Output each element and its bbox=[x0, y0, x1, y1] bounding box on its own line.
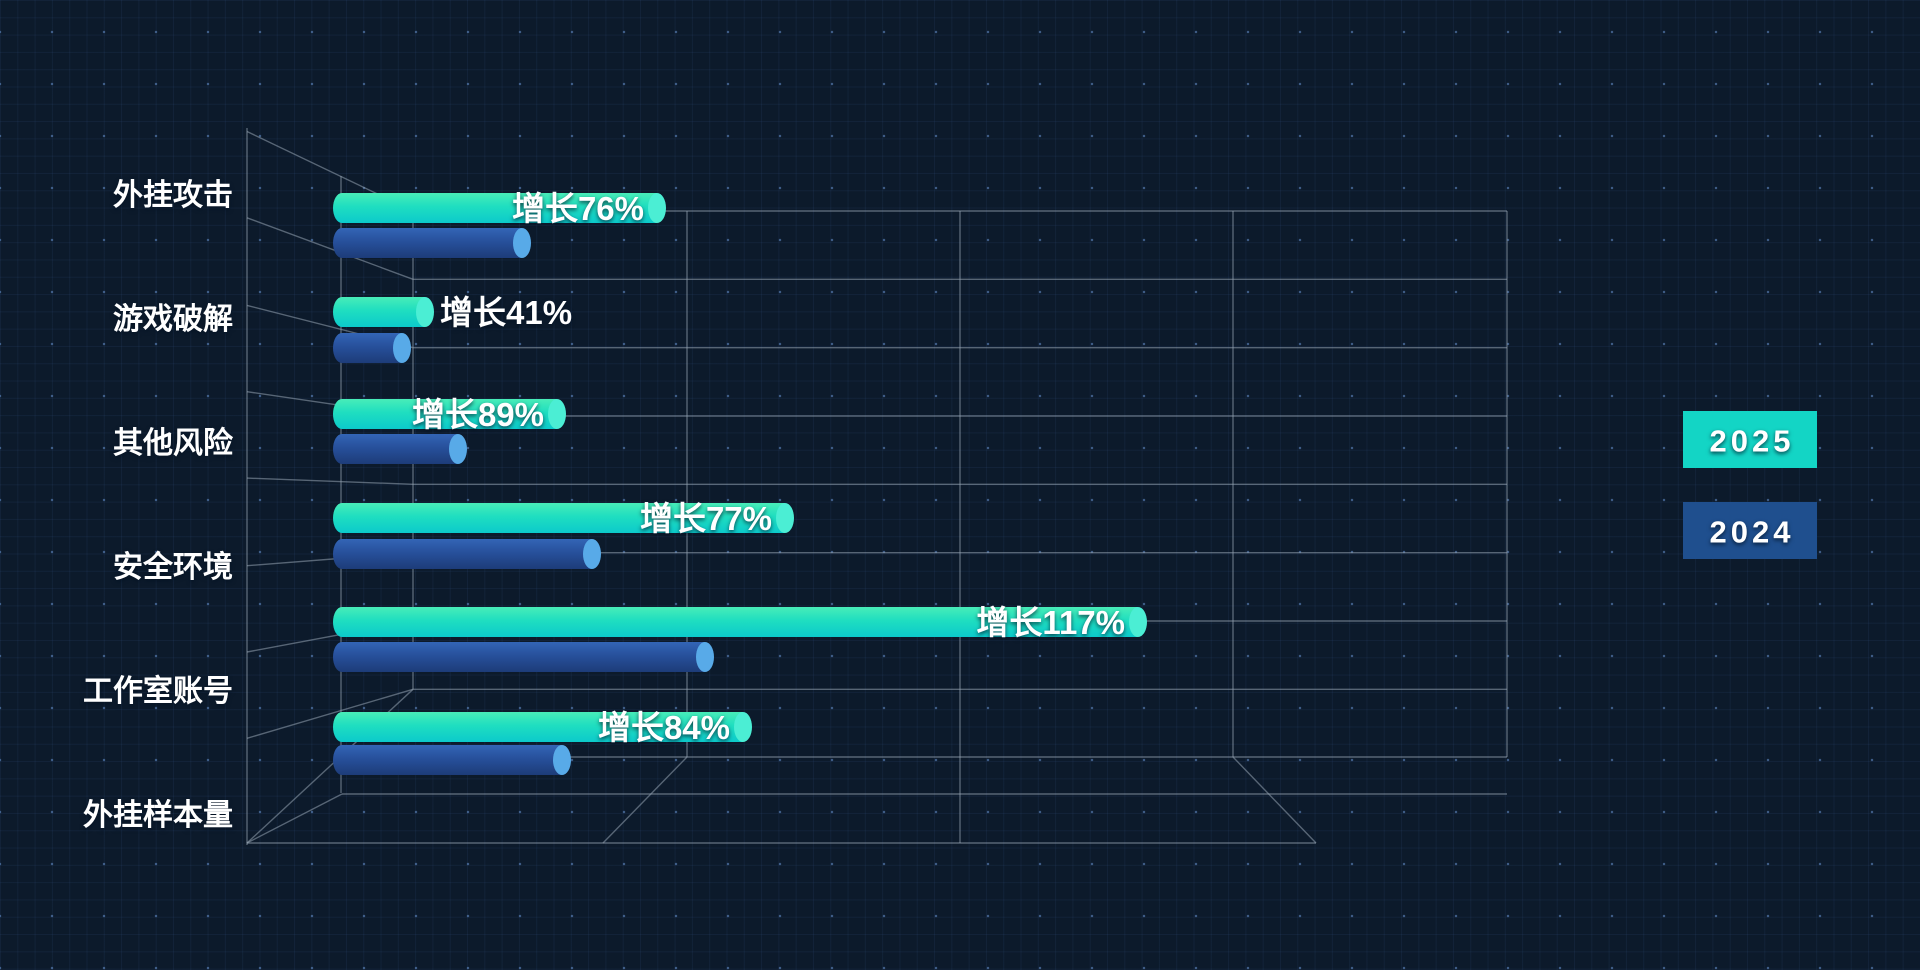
legend-item-2025[interactable]: 2025 bbox=[1683, 411, 1817, 468]
growth-label-row2: 增长41% bbox=[440, 294, 572, 331]
bar-2025-row5-body bbox=[342, 607, 1138, 637]
bar-2025-row6-body bbox=[342, 712, 743, 742]
grid3d-frame bbox=[246, 128, 1508, 845]
bar-2024-row6-right-cap bbox=[553, 745, 571, 775]
legend-item-2024-label: 2024 bbox=[1710, 515, 1795, 550]
growth-labels: 增长76% 增长41% 增长89% 增长77% 增长117% 增长84% bbox=[412, 190, 1125, 746]
bar-2024-row4[interactable] bbox=[333, 539, 601, 569]
bar-2025-row2[interactable] bbox=[333, 297, 434, 327]
growth-label-row4: 增长77% bbox=[640, 500, 772, 537]
bars-layer bbox=[333, 193, 1147, 775]
bar-2024-row2[interactable] bbox=[333, 333, 411, 363]
bar-2025-row4-body bbox=[342, 503, 785, 533]
bar-2025-row6[interactable] bbox=[333, 712, 752, 742]
category-label-3: 其他风险 bbox=[113, 426, 234, 460]
bar-2024-row2-body bbox=[342, 333, 402, 363]
bar-2025-row4[interactable] bbox=[333, 503, 794, 533]
bar-2024-row2-right-cap bbox=[393, 333, 411, 363]
bar-2025-row1-body bbox=[342, 193, 657, 223]
bar-2024-row1-right-cap bbox=[513, 228, 531, 258]
bar-2024-row1[interactable] bbox=[333, 228, 531, 258]
legend-item-2025-swatch bbox=[1683, 411, 1817, 468]
legend-item-2024[interactable]: 2024 bbox=[1683, 502, 1817, 559]
bar-2024-row6-body bbox=[342, 745, 562, 775]
bar-2024-row4-body bbox=[342, 539, 592, 569]
floor-grid-slant bbox=[602, 756, 688, 844]
bar-2025-row2-right-cap bbox=[416, 297, 434, 327]
bar-2025-row3-body bbox=[342, 399, 557, 429]
floor-left-slant bbox=[246, 793, 343, 844]
left-wall-split-line bbox=[246, 217, 414, 280]
legend: 2025 2024 bbox=[1683, 411, 1817, 559]
bar-2025-row5[interactable] bbox=[333, 607, 1147, 637]
growth-label-row5: 增长117% bbox=[976, 604, 1125, 641]
bar-2025-row1-right-cap bbox=[648, 193, 666, 223]
category-label-6: 外挂样本量 bbox=[83, 799, 233, 832]
growth-label-row1: 增长76% bbox=[512, 190, 644, 227]
category-label-1: 外挂攻击 bbox=[113, 179, 233, 212]
bar-2024-row5[interactable] bbox=[333, 642, 714, 672]
bar-2025-row1[interactable] bbox=[333, 193, 666, 223]
bar-2025-row4-right-cap bbox=[776, 503, 794, 533]
legend-item-2025-label: 2025 bbox=[1710, 424, 1795, 459]
left-wall-split-line bbox=[246, 477, 414, 485]
bar-2025-row6-right-cap bbox=[734, 712, 752, 742]
floor-corner-slant bbox=[1232, 756, 1317, 844]
growth-label-row3: 增长89% bbox=[412, 396, 544, 433]
bar-2025-row3[interactable] bbox=[333, 399, 566, 429]
bar-2025-row3-right-cap bbox=[548, 399, 566, 429]
bar-2024-row6[interactable] bbox=[333, 745, 571, 775]
legend-item-2024-swatch bbox=[1683, 502, 1817, 559]
category-label-2: 游戏破解 bbox=[113, 303, 233, 336]
bar-2024-row3[interactable] bbox=[333, 434, 467, 464]
bar-2024-row3-body bbox=[342, 434, 458, 464]
category-label-4: 安全环境 bbox=[113, 550, 233, 584]
bar-2024-row4-right-cap bbox=[583, 539, 601, 569]
growth-label-row6: 增长84% bbox=[598, 709, 730, 746]
bar-2024-row5-body bbox=[342, 642, 705, 672]
left-wall-split-line bbox=[246, 688, 414, 739]
bar-2025-row5-right-cap bbox=[1129, 607, 1147, 637]
bar-2025-row2-body bbox=[342, 297, 425, 327]
bar-2024-row1-body bbox=[342, 228, 522, 258]
bar-2024-row5-right-cap bbox=[696, 642, 714, 672]
category-label-5: 工作室账号 bbox=[83, 674, 233, 708]
bar-2024-row3-right-cap bbox=[449, 434, 467, 464]
